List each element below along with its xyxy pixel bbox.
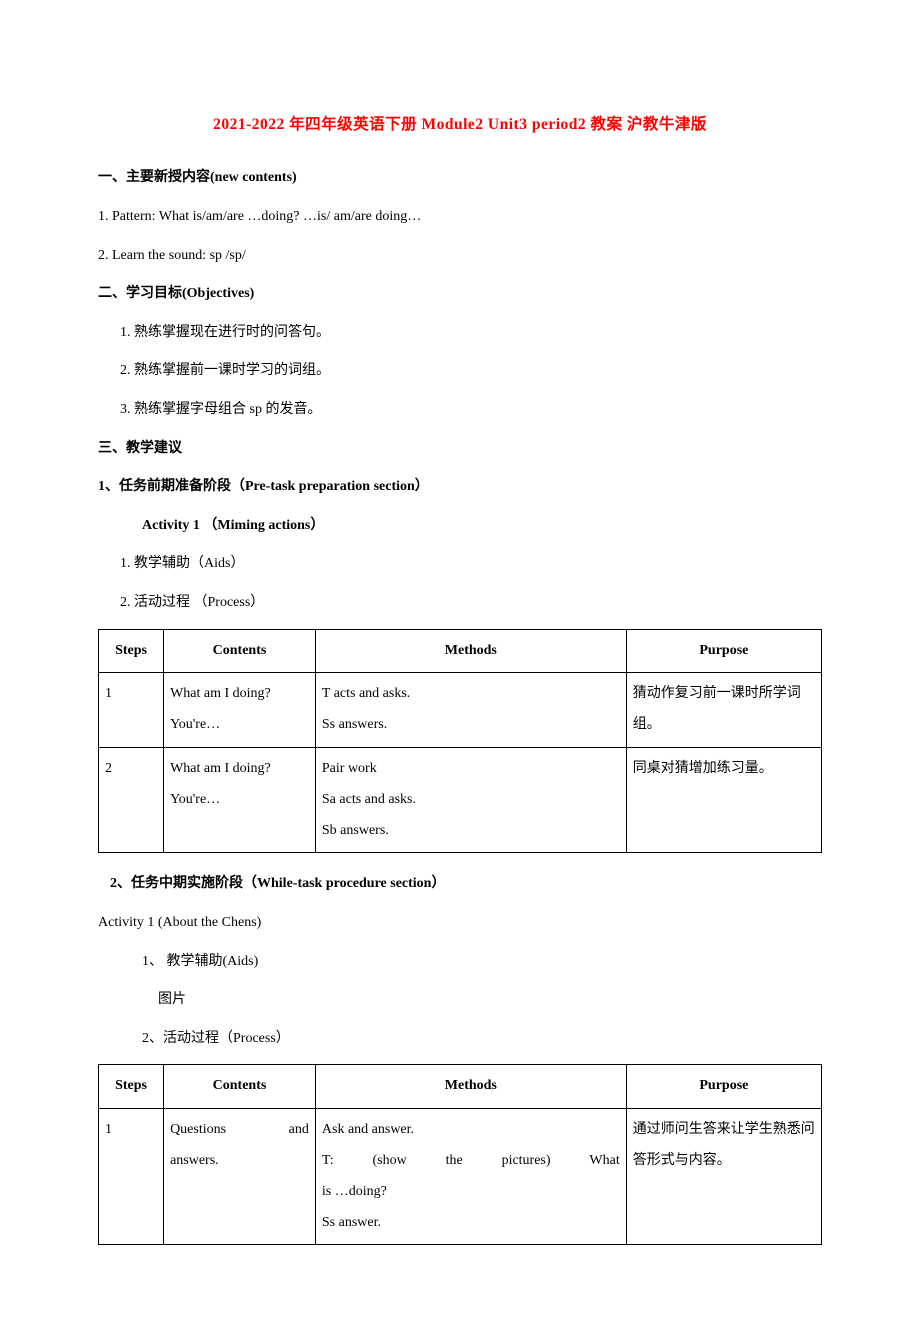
cell-text: Ss answer.: [322, 1208, 620, 1239]
page-title: 2021-2022 年四年级英语下册 Module2 Unit3 period2…: [98, 110, 822, 139]
cell-steps: 2: [99, 747, 164, 852]
cell-steps: 1: [99, 1109, 164, 1245]
cell-text: Questions: [170, 1115, 226, 1146]
cell-contents: Questions and answers.: [164, 1109, 316, 1245]
cell-purpose: 通过师问生答来让学生熟悉问答形式与内容。: [626, 1109, 821, 1245]
whiletask-activity-label: Activity 1 (About the Chens): [98, 910, 822, 937]
th-purpose: Purpose: [626, 1065, 821, 1109]
cell-text: and: [289, 1115, 309, 1146]
section-1-item-1: 1. Pattern: What is/am/are …doing? …is/ …: [98, 204, 822, 231]
whiletask-aids-label: 1、 教学辅助(Aids): [98, 949, 822, 976]
pretask-heading: 1、任务前期准备阶段（Pre-task preparation section）: [98, 474, 822, 501]
cell-text: (show: [373, 1146, 407, 1177]
cell-methods: T acts and asks. Ss answers.: [315, 673, 626, 748]
cell-purpose: 猜动作复习前一课时所学词组。: [626, 673, 821, 748]
section-2-item-2: 2. 熟练掌握前一课时学习的词组。: [98, 358, 822, 385]
cell-text: T:: [322, 1146, 334, 1177]
cell-text: the: [446, 1146, 463, 1177]
section-1-heading: 一、主要新授内容(new contents): [98, 165, 822, 192]
table-pretask: Steps Contents Methods Purpose 1 What am…: [98, 629, 822, 854]
section-3-heading: 三、教学建议: [98, 436, 822, 463]
cell-text: answers.: [170, 1146, 309, 1177]
th-steps: Steps: [99, 1065, 164, 1109]
table-row: 1 Questions and answers. Ask and answer.…: [99, 1109, 822, 1245]
cell-contents: What am I doing? You're…: [164, 747, 316, 852]
th-methods: Methods: [315, 629, 626, 673]
table-whiletask: Steps Contents Methods Purpose 1 Questio…: [98, 1064, 822, 1245]
whiletask-aids-content: 图片: [98, 987, 822, 1014]
cell-text: Ask and answer.: [322, 1115, 620, 1146]
section-2-item-1: 1. 熟练掌握现在进行时的问答句。: [98, 320, 822, 347]
cell-text: What: [589, 1146, 619, 1177]
pretask-aids-label: 1. 教学辅助（Aids）: [98, 551, 822, 578]
table-row: 1 What am I doing? You're… T acts and as…: [99, 673, 822, 748]
title-text: 2021-2022 年四年级英语下册 Module2 Unit3 period2…: [213, 116, 707, 133]
pretask-process-label: 2. 活动过程 （Process）: [98, 590, 822, 617]
whiletask-process-label: 2、活动过程（Process）: [98, 1026, 822, 1053]
cell-text: is …doing?: [322, 1177, 620, 1208]
cell-text: pictures): [502, 1146, 551, 1177]
pretask-activity-label: Activity 1 （Miming actions）: [98, 513, 822, 540]
th-steps: Steps: [99, 629, 164, 673]
th-methods: Methods: [315, 1065, 626, 1109]
cell-methods: Ask and answer. T: (show the pictures) W…: [315, 1109, 626, 1245]
cell-steps: 1: [99, 673, 164, 748]
th-purpose: Purpose: [626, 629, 821, 673]
th-contents: Contents: [164, 1065, 316, 1109]
table-header-row: Steps Contents Methods Purpose: [99, 629, 822, 673]
section-2-heading: 二、学习目标(Objectives): [98, 281, 822, 308]
cell-purpose: 同桌对猜增加练习量。: [626, 747, 821, 852]
whiletask-heading: 2、任务中期实施阶段（While-task procedure section）: [98, 871, 822, 898]
cell-contents: What am I doing? You're…: [164, 673, 316, 748]
section-2-item-3: 3. 熟练掌握字母组合 sp 的发音。: [98, 397, 822, 424]
table-row: 2 What am I doing? You're… Pair work Sa …: [99, 747, 822, 852]
section-1-item-2: 2. Learn the sound: sp /sp/: [98, 243, 822, 270]
table-header-row: Steps Contents Methods Purpose: [99, 1065, 822, 1109]
th-contents: Contents: [164, 629, 316, 673]
cell-methods: Pair work Sa acts and asks. Sb answers.: [315, 747, 626, 852]
